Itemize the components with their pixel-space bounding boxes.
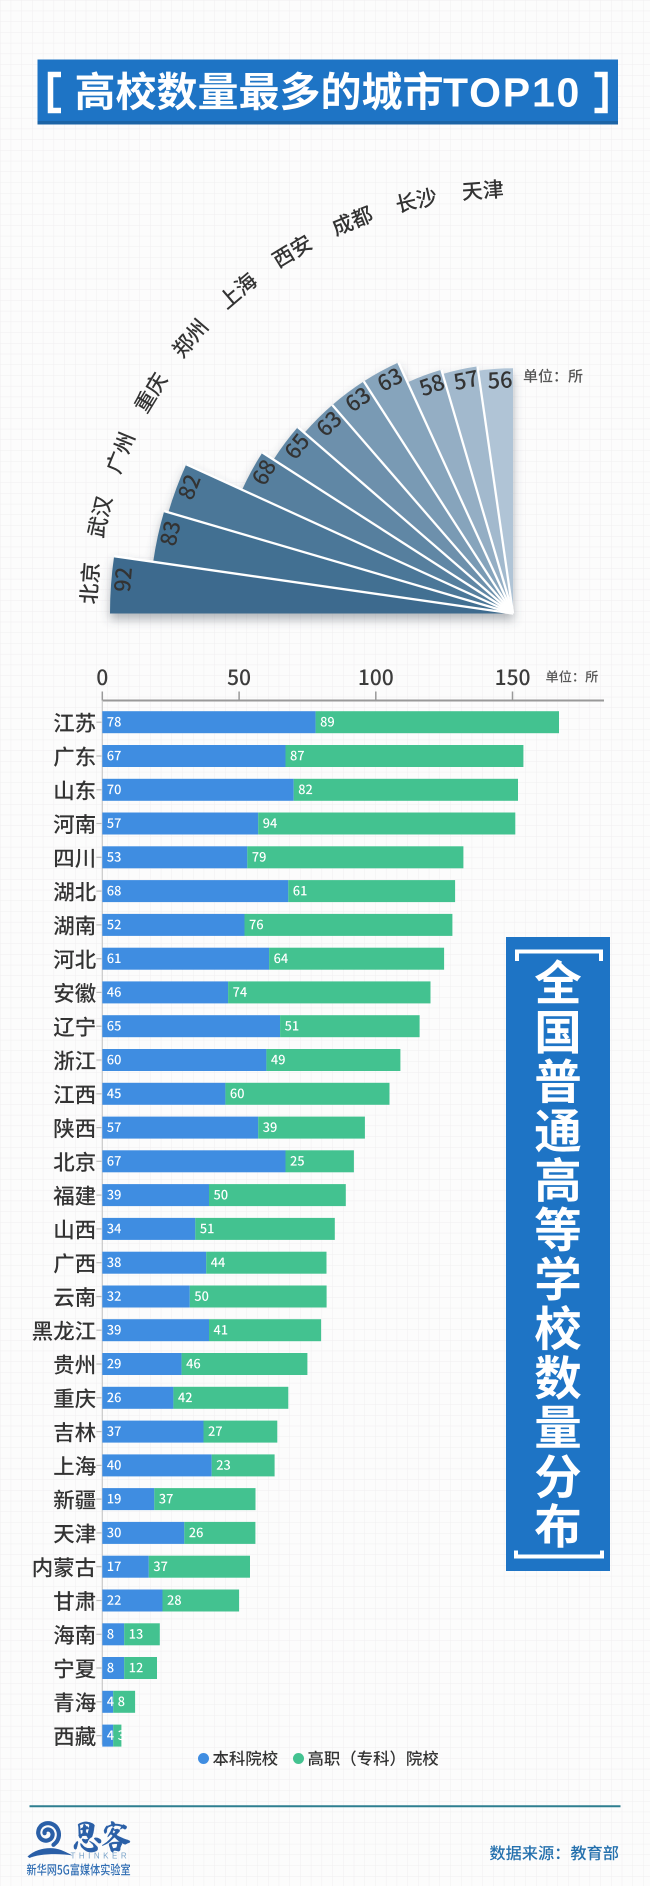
svg-text:THINKER: THINKER <box>71 1852 131 1861</box>
svg-text:TOP10: TOP10 <box>443 70 581 116</box>
